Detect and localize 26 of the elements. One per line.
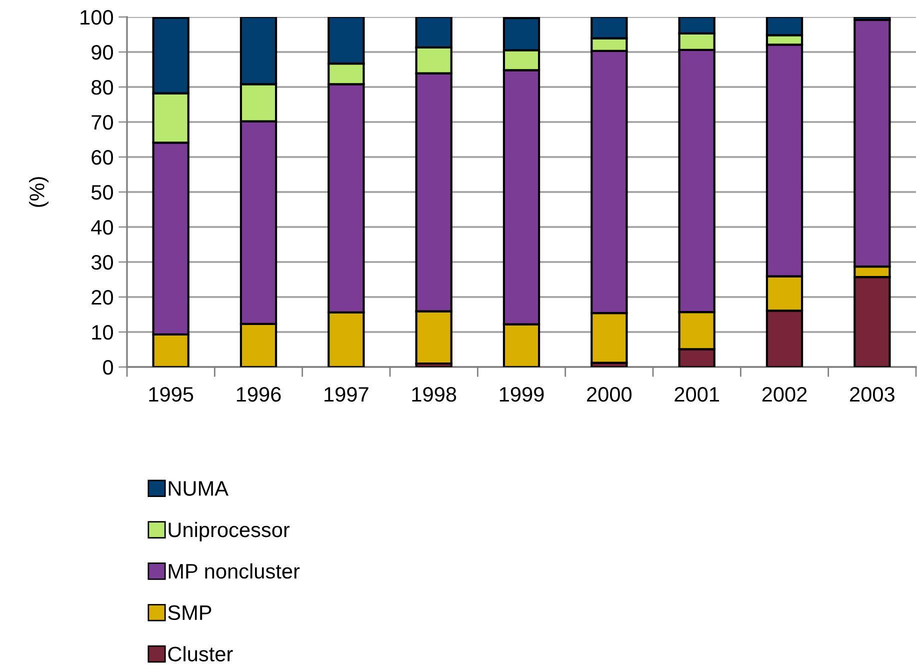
y-tick-label: 90: [92, 45, 113, 60]
y-tick-label: 50: [91, 185, 113, 200]
y-tick-label: 40: [91, 220, 113, 235]
y-tick-label: 80: [92, 80, 113, 95]
y-tick-label: 60: [92, 150, 113, 165]
x-tick-label: 1995: [149, 386, 194, 402]
legend-label: MP noncluster: [168, 563, 300, 579]
x-tick-label: 2003: [850, 386, 894, 402]
y-tick-label: 10: [92, 325, 113, 340]
y-tick-label: 30: [91, 255, 113, 270]
x-tick-label: 1996: [236, 386, 281, 402]
legend-label: NUMA: [168, 481, 228, 496]
y-axis-title: (%): [29, 177, 48, 207]
y-tick-label: 0: [103, 360, 113, 375]
x-tick-label: 1997: [324, 386, 368, 402]
legend-label: SMP: [168, 605, 212, 620]
x-tick-label: 2002: [762, 386, 807, 402]
x-tick-label: 1999: [500, 386, 544, 402]
legend-label: Cluster: [168, 646, 233, 662]
x-tick-label: 2000: [587, 386, 632, 402]
x-tick-label: 2001: [674, 386, 719, 402]
y-tick-label: 100: [80, 10, 113, 25]
legend-label: Uniprocessor: [168, 522, 290, 542]
y-tick-label: 20: [92, 290, 113, 305]
x-tick-label: 1998: [412, 386, 456, 402]
y-tick-label: 70: [92, 115, 113, 130]
